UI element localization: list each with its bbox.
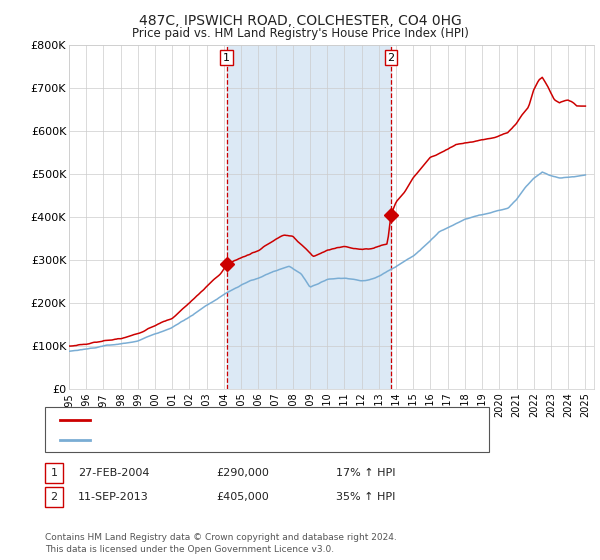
Text: 2: 2 (50, 492, 58, 502)
Text: 487C, IPSWICH ROAD, COLCHESTER, CO4 0HG (detached house): 487C, IPSWICH ROAD, COLCHESTER, CO4 0HG … (96, 416, 433, 426)
Text: 11-SEP-2013: 11-SEP-2013 (78, 492, 149, 502)
Text: 487C, IPSWICH ROAD, COLCHESTER, CO4 0HG: 487C, IPSWICH ROAD, COLCHESTER, CO4 0HG (139, 14, 461, 28)
Bar (227, 45, 391, 389)
Text: 1: 1 (223, 53, 230, 63)
Text: 1: 1 (50, 468, 58, 478)
Text: 2: 2 (388, 53, 394, 63)
Text: 35% ↑ HPI: 35% ↑ HPI (336, 492, 395, 502)
Text: Contains HM Land Registry data © Crown copyright and database right 2024.
This d: Contains HM Land Registry data © Crown c… (45, 533, 397, 554)
Text: £290,000: £290,000 (216, 468, 269, 478)
Text: £405,000: £405,000 (216, 492, 269, 502)
Text: 27-FEB-2004: 27-FEB-2004 (78, 468, 149, 478)
Text: 17% ↑ HPI: 17% ↑ HPI (336, 468, 395, 478)
Text: Price paid vs. HM Land Registry's House Price Index (HPI): Price paid vs. HM Land Registry's House … (131, 27, 469, 40)
Text: HPI: Average price, detached house, Colchester: HPI: Average price, detached house, Colc… (96, 435, 345, 445)
